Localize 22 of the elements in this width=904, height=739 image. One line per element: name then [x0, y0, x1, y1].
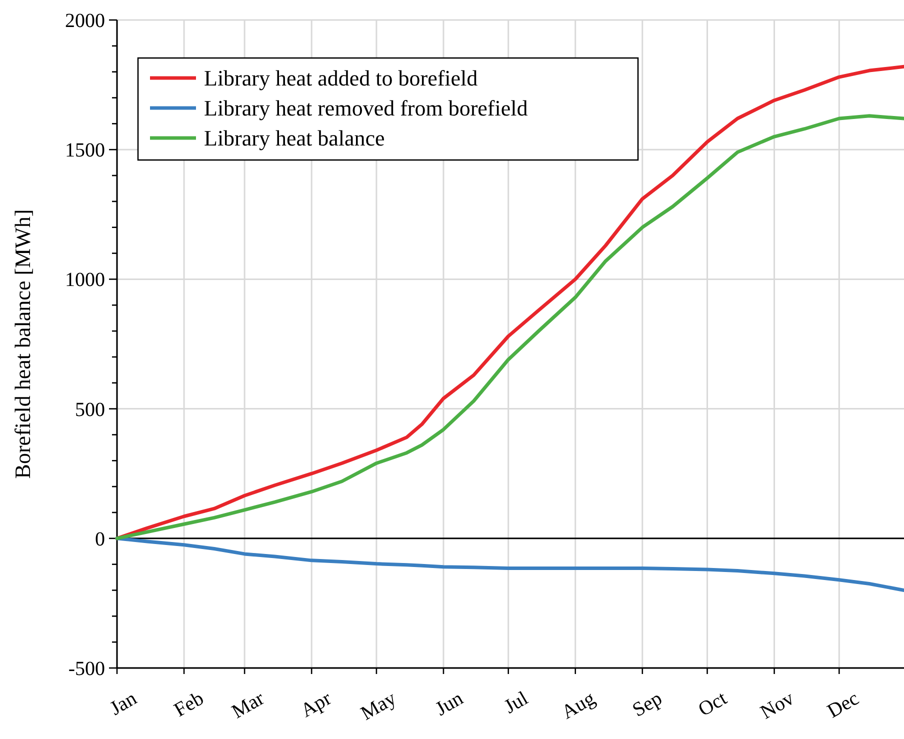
- x-tick-label: Jun: [432, 687, 467, 720]
- y-tick-label: -500: [68, 658, 105, 680]
- y-tick-label: 2000: [65, 10, 105, 32]
- x-tick-label: Aug: [558, 687, 599, 724]
- x-tick-label: Apr: [297, 687, 336, 722]
- x-tick-label: Mar: [228, 687, 268, 724]
- x-tick-label: Nov: [756, 687, 798, 724]
- x-tick-label: Oct: [694, 687, 732, 721]
- x-tick-label: Sep: [628, 687, 666, 722]
- legend-label: Library heat removed from borefield: [204, 96, 528, 121]
- x-tick-label: Dec: [824, 687, 863, 723]
- y-tick-label: 0: [95, 528, 105, 550]
- y-tick-label: 1000: [65, 269, 105, 292]
- x-tick-label: May: [357, 687, 400, 725]
- x-tick-label: Feb: [170, 687, 208, 722]
- y-tick-label: 1500: [65, 140, 105, 162]
- legend-label: Library heat added to borefield: [204, 66, 478, 91]
- x-tick-label: Jan: [106, 687, 140, 720]
- y-axis-title: Borefield heat balance [MWh]: [10, 209, 35, 479]
- legend-label: Library heat balance: [204, 126, 385, 151]
- y-tick-label: 500: [75, 398, 105, 421]
- x-tick-label: Jul: [500, 687, 532, 718]
